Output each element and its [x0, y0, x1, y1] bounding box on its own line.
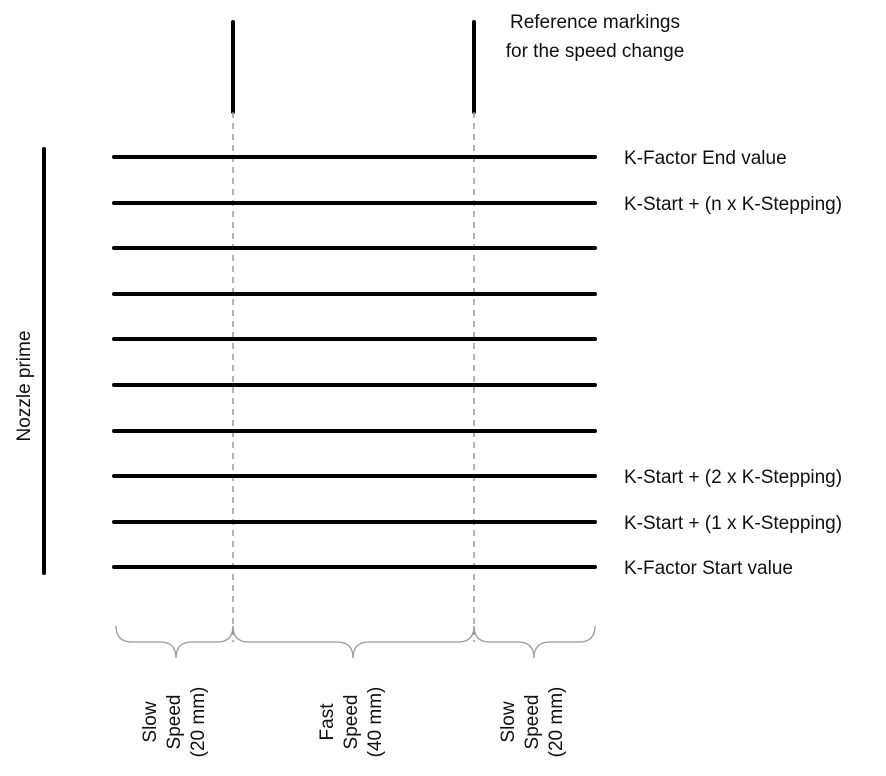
speed-segment-label: Fast [317, 703, 338, 741]
test-line-label: K-Start + (2 x K-Stepping) [624, 467, 842, 488]
speed-segment-label: Slow [140, 701, 161, 742]
test-line-label: K-Start + (1 x K-Stepping) [624, 513, 842, 534]
speed-segment-label: Speed [522, 695, 543, 750]
test-line-label: K-Start + (n x K-Stepping) [624, 194, 842, 215]
speed-segment-label: (20 mm) [546, 687, 567, 758]
reference-label-line1: Reference markings [510, 12, 680, 33]
nozzle-prime-label: Nozzle prime [14, 331, 35, 442]
speed-segment-labels: Slow Speed (20 mm) Fast Speed (40 mm) Slow Spee… [140, 687, 567, 758]
speed-segment-label: Speed [341, 695, 362, 750]
brace-slow-left [115, 625, 234, 659]
speed-segment-label: Slow [498, 701, 519, 742]
speed-segment-label: (40 mm) [365, 687, 386, 758]
test-lines: K-Factor End value K-Start + (n x K-Stepp… [112, 148, 842, 579]
brace-slow-right [473, 625, 596, 659]
test-line-label: K-Factor End value [624, 148, 787, 169]
speed-segment-label: (20 mm) [188, 687, 209, 758]
speed-segment-label: Speed [164, 695, 185, 750]
reference-label-line2: for the speed change [506, 41, 685, 62]
brace-fast [232, 625, 475, 659]
test-line-label: K-Factor Start value [624, 558, 793, 579]
